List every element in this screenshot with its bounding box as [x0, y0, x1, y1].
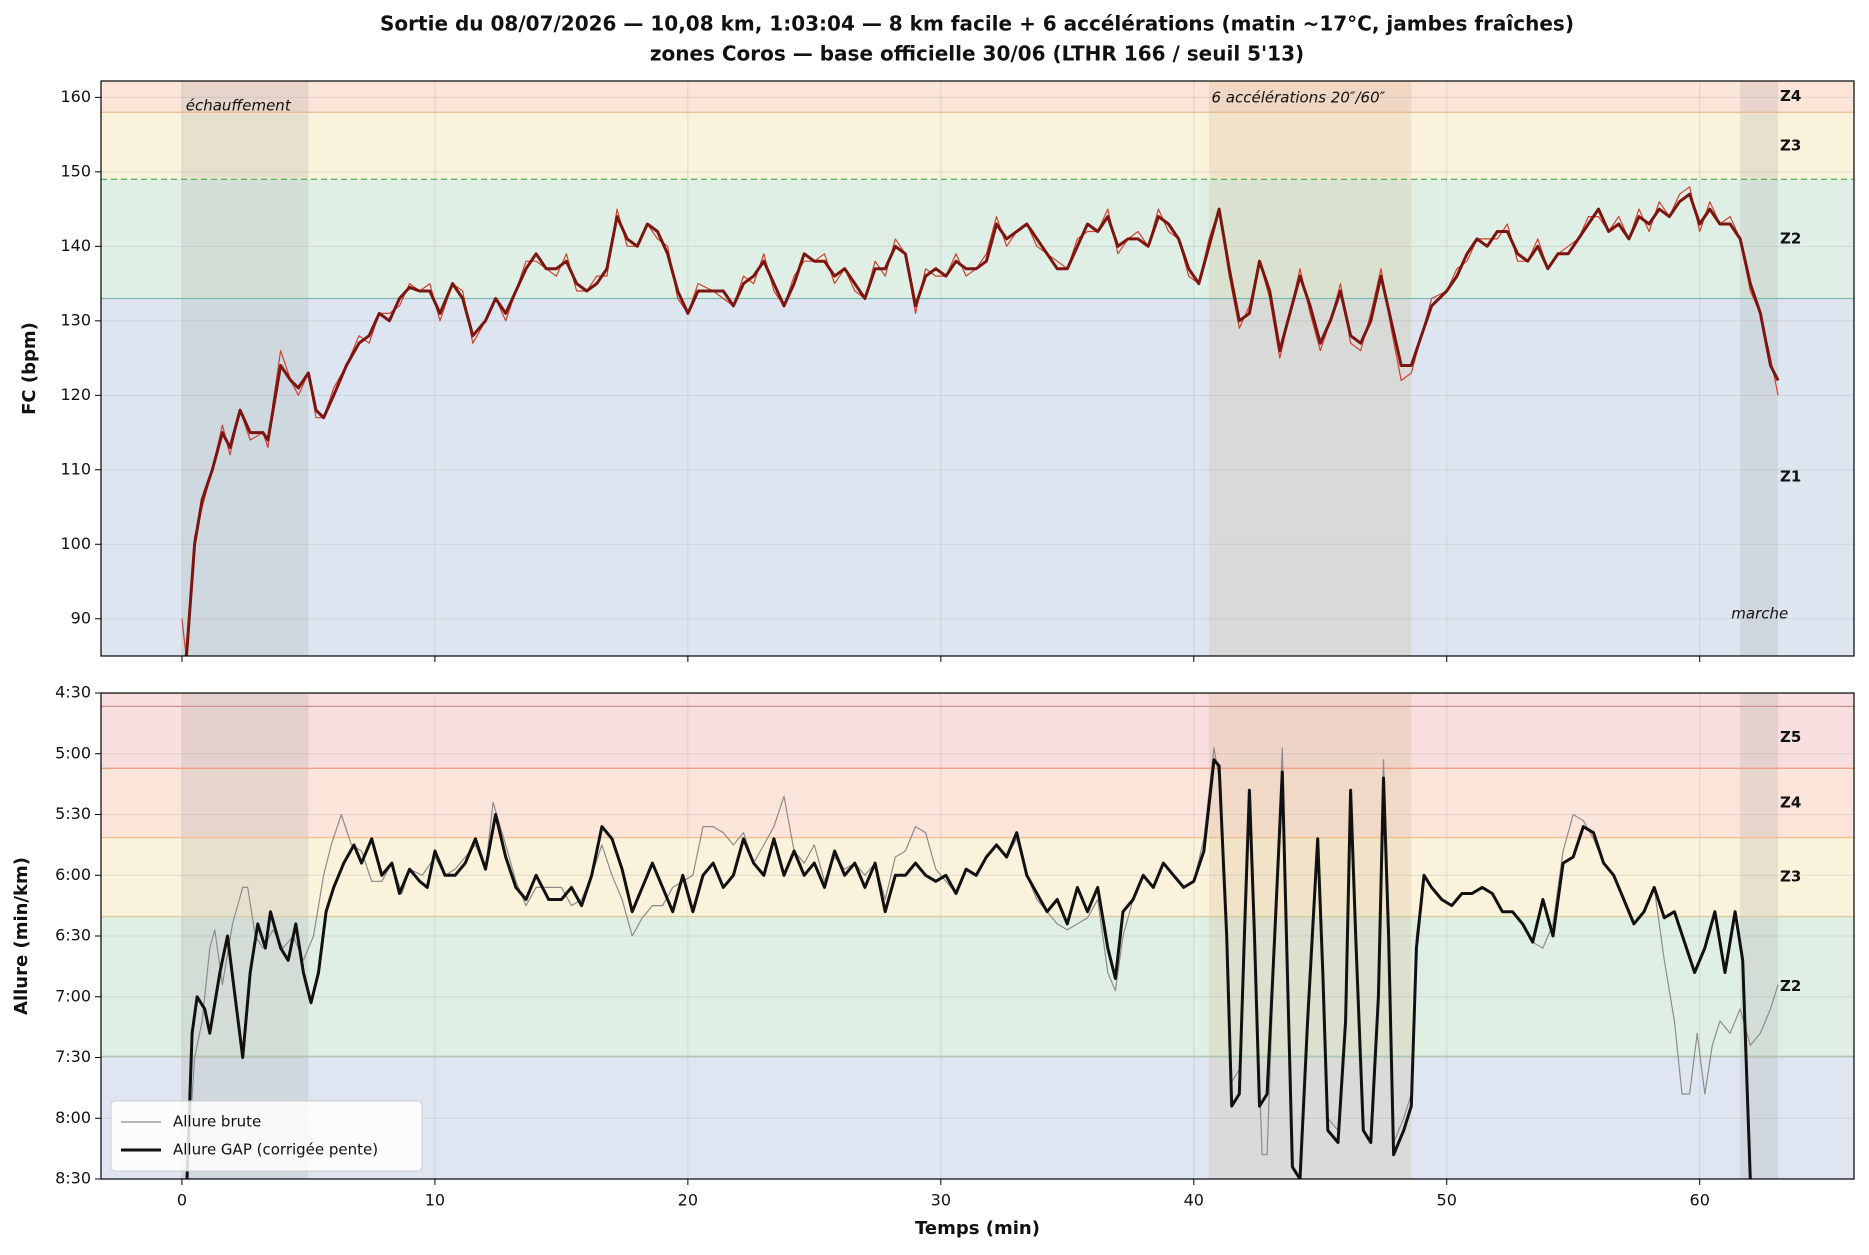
zone-label: Z1	[1780, 468, 1801, 486]
zone-label: Z2	[1780, 977, 1801, 995]
y-tick-label: 110	[60, 459, 91, 478]
shaded-span	[181, 81, 309, 656]
series-group	[185, 747, 1779, 1179]
legend-label: Allure brute	[173, 1113, 261, 1131]
title-line: Sortie du 08/07/2026 — 10,08 km, 1:03:04…	[380, 12, 1574, 36]
y-tick-label: 120	[60, 385, 91, 404]
legend: Allure brute Allure GAP (corrigée pente)	[110, 1100, 423, 1172]
x-tick-label: 10	[425, 1191, 445, 1210]
zone-label: Z4	[1780, 87, 1801, 105]
axes-frame	[100, 692, 1855, 1180]
x-tick-label: 60	[1690, 1191, 1710, 1210]
shaded-span	[1208, 81, 1412, 656]
zone-band	[101, 81, 1854, 113]
y-tick-label: 5:00	[55, 743, 91, 762]
x-tick-label: 40	[1184, 1191, 1204, 1210]
legend-box	[110, 1100, 423, 1172]
x-tick-label: 20	[678, 1191, 698, 1210]
series-line	[184, 192, 1780, 656]
y-tick-label: 8:00	[55, 1108, 91, 1127]
x-axis-label: Temps (min)	[915, 1218, 1040, 1239]
series-line	[185, 758, 1752, 1179]
zone-band	[101, 768, 1854, 838]
y-tick-label: 6:00	[55, 865, 91, 884]
zone-band	[101, 179, 1854, 299]
y-tick-label: 140	[60, 236, 91, 255]
zone-band	[101, 916, 1854, 1057]
title-line: zones Coros — base officielle 30/06 (LTH…	[650, 42, 1304, 66]
zone-label: Z2	[1780, 229, 1801, 247]
legend-label: Allure GAP (corrigée pente)	[173, 1141, 378, 1159]
y-tick-label: 8:30	[55, 1169, 91, 1188]
y-tick-label: 7:30	[55, 1047, 91, 1066]
axes-frame	[100, 80, 1855, 657]
zone-label: Z3	[1780, 868, 1801, 886]
y-axis-label: FC (bpm)	[19, 322, 40, 415]
x-tick-label: 50	[1437, 1191, 1457, 1210]
zone-band	[101, 837, 1854, 917]
zone-label: Z4	[1780, 793, 1801, 811]
zone-label: Z5	[1780, 728, 1801, 746]
y-tick-label: 4:30	[55, 683, 91, 702]
y-tick-label: 100	[60, 534, 91, 553]
shaded-span	[1208, 693, 1412, 1179]
y-tick-label: 150	[60, 161, 91, 180]
zone-band	[101, 112, 1854, 180]
y-tick-label: 90	[71, 608, 91, 627]
span-label: échauffement	[186, 97, 292, 115]
y-tick-label: 7:00	[55, 986, 91, 1005]
y-tick-label: 6:30	[55, 926, 91, 945]
zone-band	[101, 706, 1854, 769]
zone-band	[101, 693, 1854, 707]
shaded-span	[181, 693, 309, 1179]
y-tick-label: 5:30	[55, 804, 91, 823]
span-label: 6 accélérations 20″/60″	[1211, 89, 1385, 107]
span-label: marche	[1731, 605, 1788, 623]
zone-band	[101, 298, 1854, 656]
y-axis-label: Allure (min/km)	[11, 857, 32, 1015]
y-tick-label: 160	[60, 87, 91, 106]
series-group	[181, 186, 1780, 656]
zone-label: Z3	[1780, 136, 1801, 154]
y-tick-label: 130	[60, 310, 91, 329]
x-tick-label: 0	[177, 1191, 187, 1210]
x-tick-label: 30	[931, 1191, 951, 1210]
